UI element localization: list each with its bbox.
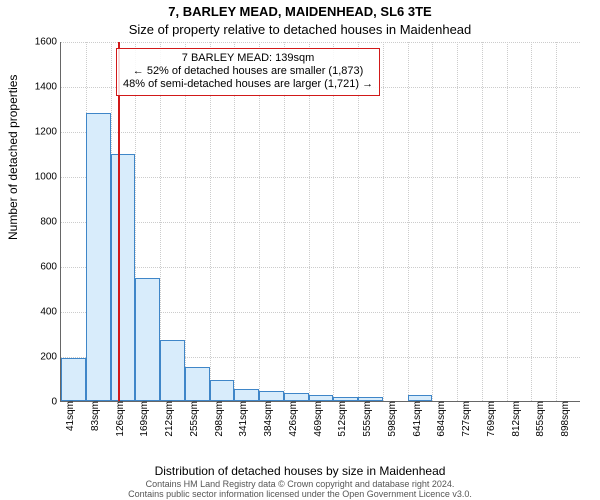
x-tick-label: 898sqm [558, 401, 571, 437]
gridline-h [61, 42, 580, 43]
x-tick-label: 83sqm [88, 401, 101, 431]
license-line-2: Contains public sector information licen… [0, 490, 600, 500]
chart-container: 7, BARLEY MEAD, MAIDENHEAD, SL6 3TE Size… [0, 0, 600, 500]
x-tick-label: 512sqm [335, 401, 348, 437]
x-tick-label: 212sqm [162, 401, 175, 437]
license-text: Contains HM Land Registry data © Crown c… [0, 480, 600, 500]
callout-line-2: ← 52% of detached houses are smaller (1,… [123, 65, 373, 78]
y-tick-label: 1400 [35, 82, 61, 93]
x-tick-label: 555sqm [360, 401, 373, 437]
gridline-v [185, 42, 186, 401]
x-tick-label: 169sqm [137, 401, 150, 437]
x-tick-label: 641sqm [410, 401, 423, 437]
x-tick-label: 684sqm [434, 401, 447, 437]
y-tick-label: 600 [40, 262, 61, 273]
y-tick-label: 400 [40, 307, 61, 318]
y-tick-label: 0 [51, 397, 61, 408]
x-axis-label: Distribution of detached houses by size … [0, 464, 600, 478]
y-tick-label: 1200 [35, 127, 61, 138]
histogram-bar [111, 154, 136, 402]
gridline-v [259, 42, 260, 401]
gridline-v [210, 42, 211, 401]
gridline-h [61, 222, 580, 223]
callout-line-3: 48% of semi-detached houses are larger (… [123, 78, 373, 91]
x-tick-label: 341sqm [236, 401, 249, 437]
y-axis-label: Number of detached properties [6, 75, 20, 240]
gridline-v [234, 42, 235, 401]
gridline-v [333, 42, 334, 401]
title-subtitle: Size of property relative to detached ho… [0, 22, 600, 37]
gridline-v [309, 42, 310, 401]
gridline-v [284, 42, 285, 401]
title-address: 7, BARLEY MEAD, MAIDENHEAD, SL6 3TE [0, 4, 600, 19]
histogram-bar [210, 380, 235, 401]
x-tick-label: 769sqm [484, 401, 497, 437]
x-tick-label: 855sqm [533, 401, 546, 437]
gridline-v [358, 42, 359, 401]
marker-line [118, 42, 120, 401]
y-tick-label: 1600 [35, 37, 61, 48]
histogram-bar [284, 393, 309, 401]
gridline-v [556, 42, 557, 401]
histogram-bar [234, 389, 259, 401]
histogram-bar [160, 340, 185, 401]
x-tick-label: 41sqm [63, 401, 76, 431]
callout-box: 7 BARLEY MEAD: 139sqm ← 52% of detached … [116, 48, 380, 96]
gridline-v [531, 42, 532, 401]
plot-area: 0200400600800100012001400160041sqm83sqm1… [60, 42, 580, 402]
histogram-bar [61, 358, 86, 401]
gridline-h [61, 177, 580, 178]
x-tick-label: 255sqm [187, 401, 200, 437]
callout-line-1: 7 BARLEY MEAD: 139sqm [123, 52, 373, 65]
x-tick-label: 812sqm [509, 401, 522, 437]
x-tick-label: 727sqm [459, 401, 472, 437]
x-tick-label: 469sqm [311, 401, 324, 437]
y-tick-label: 800 [40, 217, 61, 228]
histogram-bar [135, 278, 160, 401]
gridline-h [61, 132, 580, 133]
x-tick-label: 384sqm [261, 401, 274, 437]
x-tick-label: 126sqm [113, 401, 126, 437]
gridline-v [457, 42, 458, 401]
gridline-v [383, 42, 384, 401]
gridline-v [482, 42, 483, 401]
x-tick-label: 426sqm [286, 401, 299, 437]
y-tick-label: 1000 [35, 172, 61, 183]
histogram-bar [86, 113, 111, 401]
x-tick-label: 298sqm [212, 401, 225, 437]
gridline-v [432, 42, 433, 401]
gridline-v [408, 42, 409, 401]
histogram-bar [185, 367, 210, 401]
x-tick-label: 598sqm [385, 401, 398, 437]
y-tick-label: 200 [40, 352, 61, 363]
gridline-v [507, 42, 508, 401]
histogram-bar [259, 391, 284, 401]
gridline-h [61, 267, 580, 268]
